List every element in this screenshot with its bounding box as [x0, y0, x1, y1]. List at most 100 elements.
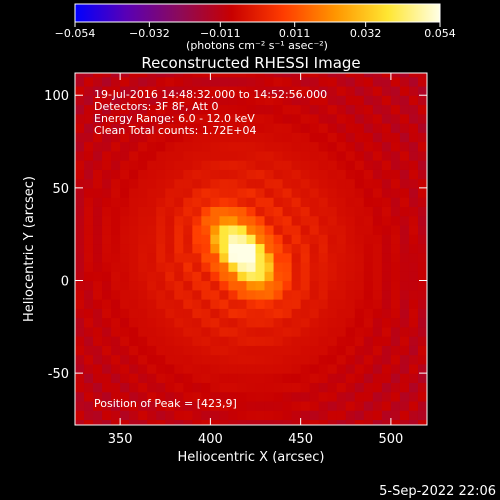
- heatmap-cell: [192, 160, 202, 170]
- heatmap-cell: [345, 150, 356, 161]
- heatmap-cell: [327, 123, 338, 133]
- heatmap-cell: [264, 197, 275, 207]
- annotation-line: 19-Jul-2016 14:48:32.000 to 14:52:56.000: [94, 88, 327, 101]
- heatmap-cell: [282, 234, 293, 245]
- heatmap-cell: [390, 243, 401, 254]
- heatmap-cell: [363, 243, 374, 254]
- heatmap-cell: [427, 114, 437, 124]
- heatmap-cell: [273, 160, 284, 170]
- heatmap-cell: [102, 419, 112, 425]
- heatmap-cell: [327, 73, 338, 78]
- heatmap-cell: [417, 224, 427, 235]
- heatmap-cell: [363, 113, 374, 124]
- heatmap-cell: [183, 132, 193, 143]
- heatmap-cell: [138, 215, 148, 226]
- heatmap-cell: [120, 308, 130, 319]
- heatmap-cell: [102, 95, 112, 106]
- heatmap-cell: [345, 289, 356, 300]
- heatmap-cell: [381, 178, 392, 189]
- heatmap-cell: [201, 280, 211, 291]
- heatmap-cell: [399, 160, 410, 170]
- heatmap-cell: [291, 243, 302, 254]
- heatmap-cell: [129, 197, 139, 207]
- heatmap-cell: [183, 410, 193, 421]
- heatmap-cell: [120, 252, 130, 263]
- heatmap-cell: [354, 400, 365, 411]
- heatmap-cell: [237, 73, 248, 78]
- heatmap-cell: [336, 132, 347, 143]
- heatmap-cell: [381, 206, 392, 217]
- heatmap-cell: [201, 123, 211, 133]
- heatmap-cell: [111, 206, 121, 217]
- heatmap-cell: [327, 187, 338, 198]
- heatmap-cell: [111, 280, 121, 291]
- heatmap-cell: [291, 76, 302, 87]
- heatmap-cell: [84, 271, 94, 282]
- heatmap-cell: [300, 206, 311, 217]
- heatmap-cell: [129, 373, 139, 383]
- heatmap-cell: [264, 345, 275, 356]
- heatmap-cell: [228, 261, 239, 272]
- heatmap-cell: [183, 400, 193, 411]
- heatmap-cell: [201, 141, 211, 152]
- heatmap-cell: [174, 308, 184, 319]
- heatmap-cell: [93, 104, 103, 115]
- heatmap-cell: [165, 252, 175, 263]
- heatmap-cell: [228, 326, 239, 337]
- heatmap-cell: [255, 336, 266, 346]
- heatmap-cell: [300, 345, 311, 356]
- heatmap-cell: [336, 85, 347, 96]
- heatmap-cell: [183, 289, 193, 300]
- heatmap-cell: [156, 391, 166, 402]
- heatmap-cell: [390, 187, 401, 198]
- heatmap-cell: [93, 373, 103, 383]
- heatmap-cell: [84, 419, 94, 425]
- heatmap-cell: [183, 391, 193, 402]
- heatmap-cell: [399, 141, 410, 152]
- heatmap-cell: [111, 308, 121, 319]
- heatmap-cell: [345, 271, 356, 282]
- heatmap-cell: [255, 141, 266, 152]
- heatmap-cell: [327, 76, 338, 87]
- heatmap-cell: [336, 104, 347, 115]
- heatmap-cell: [84, 308, 94, 319]
- heatmap-cell: [111, 234, 121, 245]
- heatmap-cell: [219, 354, 230, 365]
- heatmap-cell: [336, 123, 347, 133]
- heatmap-cell: [210, 85, 221, 96]
- heatmap-cell: [165, 336, 175, 346]
- heatmap-cell: [219, 150, 230, 161]
- heatmap-cell: [300, 280, 311, 291]
- heatmap-cell: [273, 419, 284, 425]
- heatmap-cell: [363, 215, 374, 226]
- heatmap-cell: [210, 206, 221, 217]
- heatmap-cell: [102, 280, 112, 291]
- heatmap-cell: [192, 197, 202, 207]
- heatmap-cell: [372, 271, 383, 282]
- heatmap-cell: [390, 345, 401, 356]
- heatmap-cell: [318, 271, 329, 282]
- heatmap-cell: [246, 178, 257, 189]
- heatmap-cell: [300, 410, 311, 421]
- heatmap-cell: [219, 299, 230, 309]
- heatmap-cell: [282, 391, 293, 402]
- heatmap-cell: [138, 234, 148, 245]
- heatmap-cell: [138, 85, 148, 96]
- heatmap-cell: [165, 363, 175, 374]
- heatmap-cell: [183, 419, 193, 425]
- heatmap-cell: [399, 224, 410, 235]
- heatmap-cell: [327, 289, 338, 300]
- heatmap-cell: [84, 197, 94, 207]
- heatmap-cell: [111, 76, 121, 87]
- heatmap-cell: [282, 336, 293, 346]
- heatmap-cell: [336, 299, 347, 309]
- heatmap-cell: [147, 354, 157, 365]
- heatmap-cell: [354, 141, 365, 152]
- heatmap-cell: [210, 150, 221, 161]
- heatmap-cell: [282, 271, 293, 282]
- heatmap-cell: [138, 169, 148, 180]
- heatmap-cell: [309, 150, 320, 161]
- heatmap-cell: [120, 113, 130, 124]
- heatmap-cell: [120, 261, 130, 272]
- heatmap-cell: [381, 308, 392, 319]
